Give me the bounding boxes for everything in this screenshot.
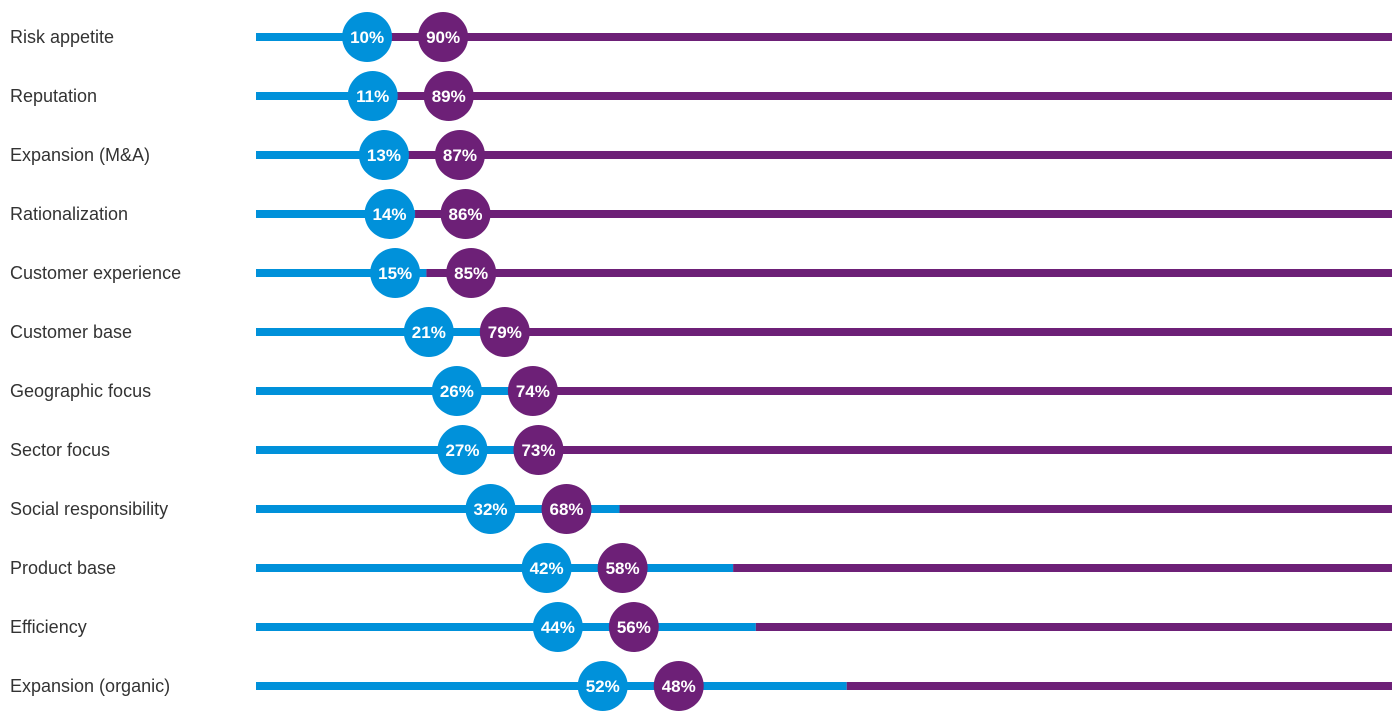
bar-segment-blue (256, 623, 756, 631)
bar-segment-blue (256, 387, 552, 395)
category-label: Geographic focus (10, 381, 151, 401)
data-label-blue: 10% (350, 28, 384, 47)
data-bubble-blue (358, 130, 409, 180)
bar-segment-blue (256, 33, 370, 41)
data-bubble-blue (364, 189, 415, 239)
chart-row: Social responsibility 32% 68% (10, 484, 1392, 534)
data-bubble-blue (532, 602, 583, 652)
category-label: Sector focus (10, 440, 110, 460)
bar-segment-blue (256, 564, 734, 572)
chart-row: Rationalization 14% 86% (10, 189, 1392, 239)
data-label-purple: 89% (432, 87, 466, 106)
data-label-purple: 90% (426, 28, 460, 47)
bar-segment-purple (846, 682, 1392, 690)
data-bubble-blue (370, 248, 421, 298)
chart-row: Sector focus 27% 73% (10, 425, 1392, 475)
bar-segment-purple (619, 505, 1392, 513)
category-label: Expansion (organic) (10, 676, 170, 696)
data-label-purple: 68% (550, 500, 584, 519)
data-label-blue: 26% (440, 382, 474, 401)
bar-segment-purple (403, 151, 1392, 159)
category-label: Expansion (M&A) (10, 145, 150, 165)
bar-segment-purple (426, 269, 1392, 277)
data-bubble-purple (423, 71, 474, 121)
data-bubble-purple (440, 189, 491, 239)
data-label-purple: 56% (617, 618, 651, 637)
chart-row: Efficiency 44% 56% (10, 602, 1392, 652)
data-label-purple: 73% (521, 441, 555, 460)
category-label: Social responsibility (10, 499, 168, 519)
data-label-blue: 11% (356, 87, 389, 106)
chart-row: Expansion (organic) 52% 48% (10, 661, 1392, 711)
bar-segment-purple (415, 210, 1392, 218)
chart-row: Customer experience 15% 85% (10, 248, 1392, 298)
data-bubble-purple (597, 543, 648, 593)
data-bubble-purple (446, 248, 497, 298)
chart-row: Reputation 11% 89% (10, 71, 1393, 121)
category-label: Risk appetite (10, 27, 114, 47)
data-label-purple: 87% (443, 146, 477, 165)
data-label-blue: 32% (474, 500, 508, 519)
chart-row: Product base 42% 58% (10, 543, 1392, 593)
chart-row: Expansion (M&A) 13% 87% (10, 130, 1392, 180)
data-bubble-purple (434, 130, 485, 180)
bar-segment-blue (256, 682, 847, 690)
data-bubble-purple (479, 307, 530, 357)
bar-segment-blue (256, 328, 495, 336)
data-label-blue: 42% (530, 559, 564, 578)
category-label: Efficiency (10, 617, 87, 637)
data-label-blue: 27% (445, 441, 479, 460)
data-label-purple: 58% (606, 559, 640, 578)
data-label-purple: 48% (662, 677, 696, 696)
data-label-blue: 14% (373, 205, 407, 224)
category-label: Reputation (10, 86, 97, 106)
data-bubble-blue (342, 12, 393, 62)
bar-segment-purple (755, 623, 1392, 631)
data-label-blue: 15% (378, 264, 412, 283)
data-bubble-purple (541, 484, 592, 534)
data-label-purple: 79% (488, 323, 522, 342)
bar-segment-purple (369, 33, 1393, 41)
bar-segment-purple (733, 564, 1392, 572)
bar-segment-purple (380, 92, 1393, 100)
data-label-purple: 86% (449, 205, 483, 224)
bar-segment-purple (551, 387, 1392, 395)
category-label: Product base (10, 558, 116, 578)
data-label-blue: 13% (367, 146, 401, 165)
chart-row: Customer base 21% 79% (10, 307, 1392, 357)
bar-segment-purple (494, 328, 1392, 336)
bar-segment-blue (256, 92, 381, 100)
data-label-blue: 21% (412, 323, 446, 342)
data-bubble-blue (437, 425, 488, 475)
category-label: Customer base (10, 322, 132, 342)
data-bubble-blue (465, 484, 516, 534)
data-label-blue: 44% (541, 618, 575, 637)
data-bubble-blue (403, 307, 454, 357)
chart-row: Risk appetite 10% 90% (10, 12, 1393, 62)
chart-row: Geographic focus 26% 74% (10, 366, 1392, 416)
data-bubble-blue (347, 71, 398, 121)
data-bubble-purple (608, 602, 659, 652)
bar-segment-purple (562, 446, 1392, 454)
bar-segment-blue (256, 269, 427, 277)
category-label: Rationalization (10, 204, 128, 224)
bar-segment-blue (256, 210, 416, 218)
data-bubble-blue (577, 661, 628, 711)
data-label-blue: 52% (586, 677, 620, 696)
category-label: Customer experience (10, 263, 181, 283)
data-bubble-purple (653, 661, 704, 711)
bar-segment-blue (256, 446, 563, 454)
data-bubble-purple (418, 12, 469, 62)
data-label-purple: 85% (454, 264, 488, 283)
data-bubble-purple (513, 425, 564, 475)
data-bubble-purple (507, 366, 558, 416)
bar-segment-blue (256, 505, 620, 513)
data-bubble-blue (431, 366, 482, 416)
bar-segment-blue (256, 151, 404, 159)
data-label-purple: 74% (516, 382, 550, 401)
data-bubble-blue (521, 543, 572, 593)
